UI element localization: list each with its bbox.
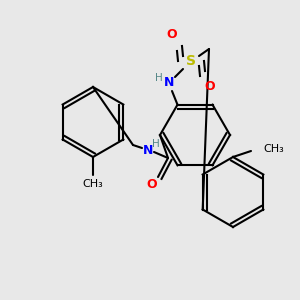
Text: CH₃: CH₃: [263, 144, 284, 154]
Text: S: S: [186, 54, 196, 68]
Text: H: H: [155, 73, 163, 83]
Text: O: O: [205, 80, 215, 94]
Text: O: O: [147, 178, 157, 191]
Text: N: N: [143, 143, 153, 157]
Text: N: N: [164, 76, 174, 89]
Text: H: H: [152, 139, 160, 149]
Text: O: O: [167, 28, 177, 41]
Text: CH₃: CH₃: [82, 179, 103, 189]
